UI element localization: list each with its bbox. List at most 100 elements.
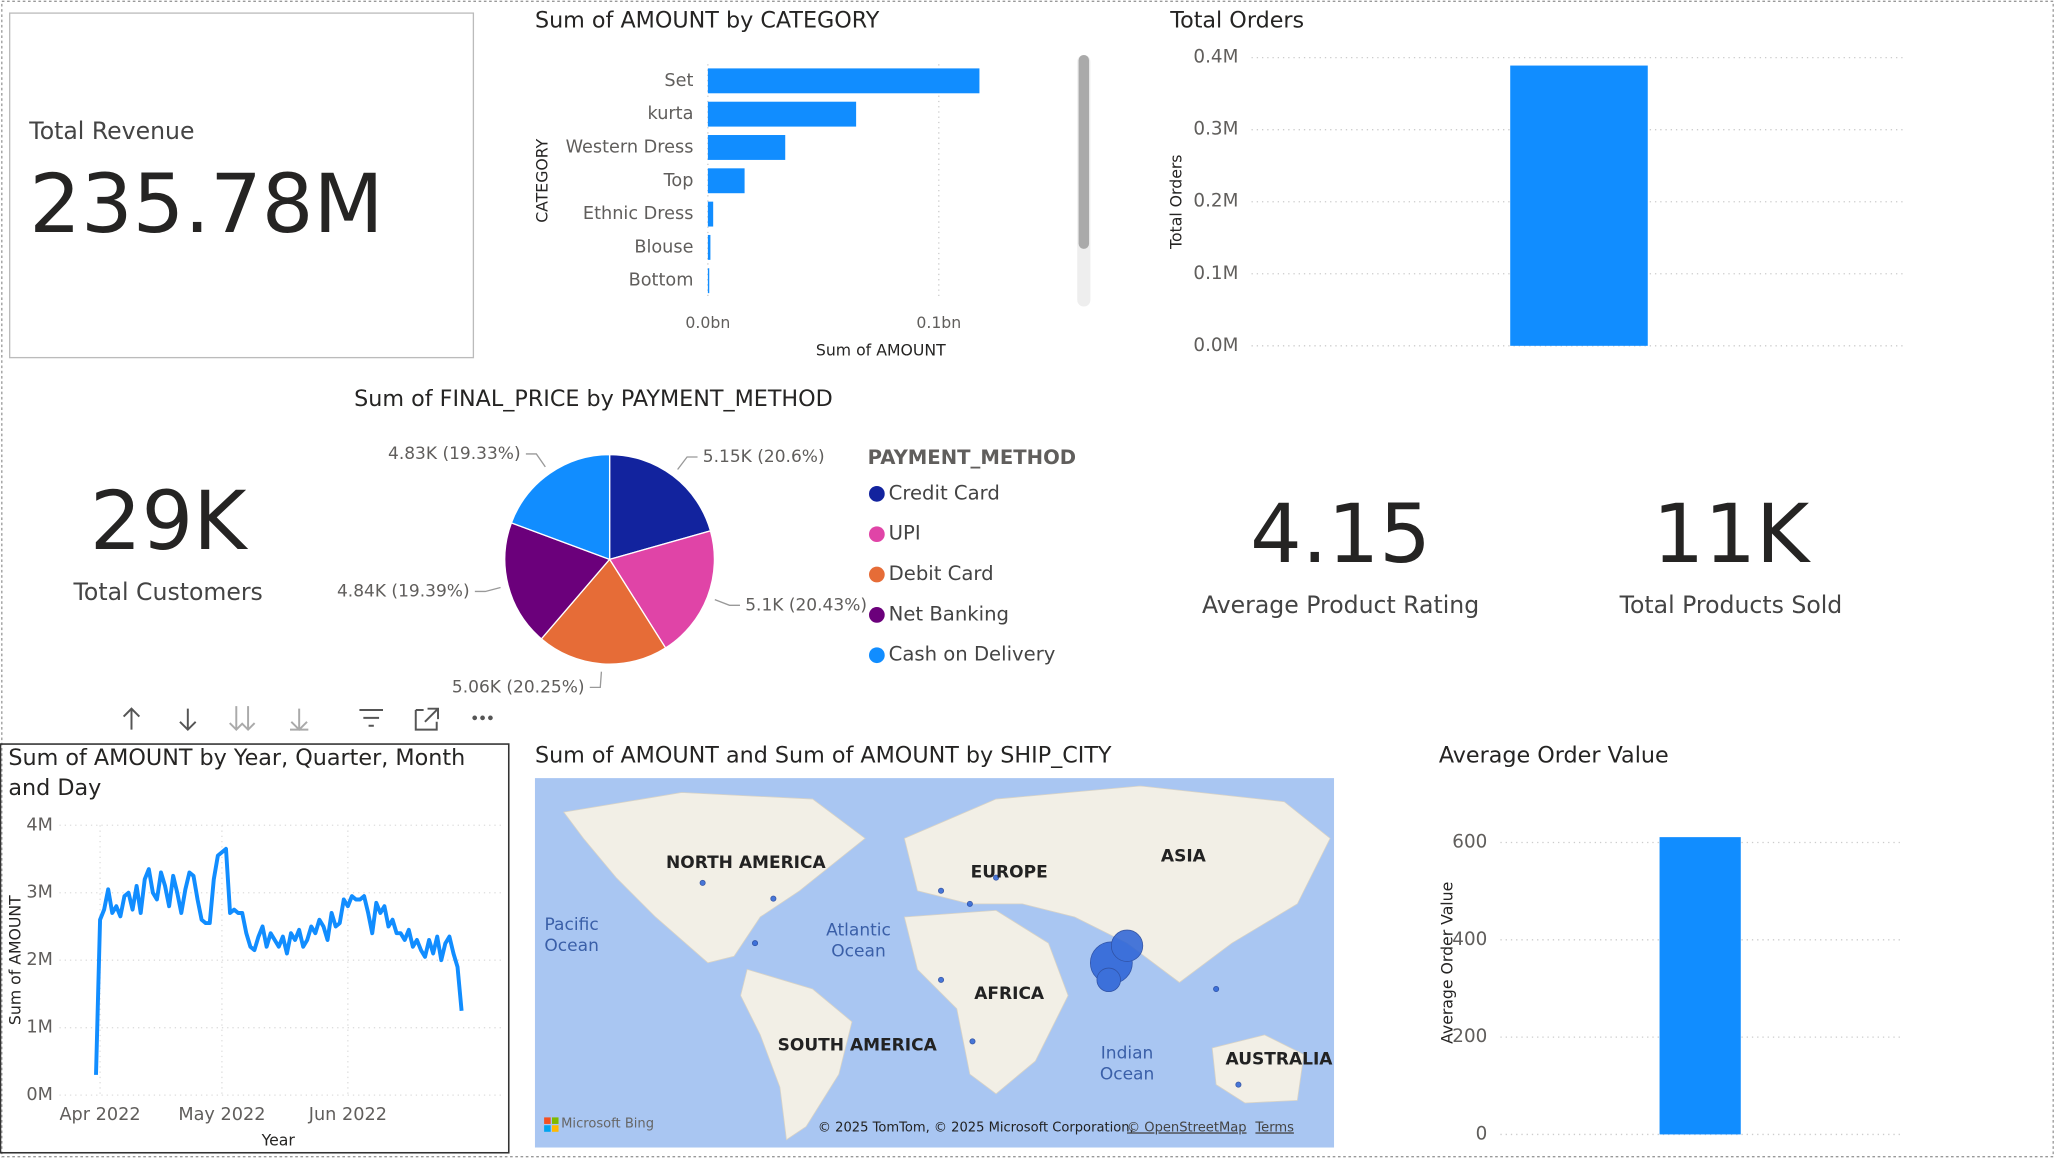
y-tick-label: 3M [26,883,53,903]
city-dot [938,887,945,894]
y-tick-label: 0.2M [1193,191,1238,212]
chart-title: Average Order Value [1439,742,1669,768]
card-label: Average Product Rating [1202,591,1479,619]
leader-line [525,453,546,468]
card-label: Total Customers [73,578,263,606]
selection-frame [0,743,510,1154]
drill-up-icon[interactable] [122,707,141,730]
y-axis-title: CATEGORY [532,138,551,222]
x-axis-title: Sum of AMOUNT [816,341,946,360]
land-north-america [563,792,866,964]
y-tick-label: 0.1M [1193,263,1238,284]
bar [707,68,980,94]
chart-title-box: Sum of AMOUNT by Year, Quarter, Month an… [8,745,466,802]
map-osm-link[interactable]: © OpenStreetMap [1127,1120,1247,1135]
map [534,778,1335,1148]
leader-line [714,599,740,606]
y-tick-label: 0M [26,1085,53,1105]
x-tick-label: Apr 2022 [59,1105,140,1125]
map-brand: Microsoft Bing [561,1116,654,1131]
card-value: 11K [1653,488,1811,582]
y-axis-title: Average Order Value [1437,882,1456,1044]
data-label: 5.1K (20.43%) [745,595,867,615]
leader-line [474,586,501,593]
x-tick-label: 0.1bn [916,313,961,332]
pie-slice [540,558,667,665]
x-tick-label: May 2022 [178,1105,265,1125]
legend-marker [868,607,885,623]
map-attribution: © 2025 TomTom, © 2025 Microsoft Corporat… [818,1120,1134,1135]
y-tick-label: 0.4M [1193,47,1238,68]
expand-icon[interactable] [229,706,256,732]
land-africa [903,910,1069,1095]
drill-down-icon[interactable] [179,708,197,732]
bar [707,168,745,194]
data-label: 5.06K (20.25%) [452,677,585,697]
city-dot [752,940,759,947]
scrollbar-thumb[interactable] [1078,55,1090,249]
y-tick-label: Top [663,171,694,191]
bar [707,201,714,227]
legend-label: Debit Card [889,562,994,585]
y-tick-label: 1M [26,1018,53,1038]
map-title: Sum of AMOUNT and Sum of AMOUNT by SHIP_… [535,742,1112,768]
y-tick-label: kurta [648,104,694,124]
y-tick-label: Bottom [629,271,694,291]
land-australia [1211,1034,1305,1104]
y-tick-label: 0.0M [1193,335,1238,356]
focus-icon[interactable] [414,707,440,731]
y-tick-label: Ethnic Dress [583,204,694,224]
card-value: 29K [90,475,248,569]
map-label: NORTH AMERICA [666,853,826,873]
legend-marker [868,647,885,664]
land-south-america [740,968,853,1141]
x-tick-label: 0.0bn [685,313,730,332]
line [94,846,464,1075]
bar [707,234,711,260]
data-label: 4.84K (19.39%) [337,581,470,601]
pie-slice [504,521,611,640]
leader-line [677,456,698,470]
city-dot [699,879,706,886]
y-tick-label: 600 [1452,831,1487,852]
bar [707,135,786,160]
y-axis-title: Sum of AMOUNT [6,895,25,1025]
visual-toolbar [122,706,493,732]
map-terms-link[interactable]: Terms [1254,1120,1294,1135]
ocean-label: Atlantic Ocean [826,920,891,962]
legend-label: Cash on Delivery [889,643,1056,666]
pie-slice [510,453,611,561]
map-label: AFRICA [974,984,1045,1004]
y-tick-label: 200 [1452,1026,1487,1047]
pie-slice [608,453,712,561]
chart-title: Total Orders [1169,7,1304,33]
y-tick-label: Blouse [634,237,693,257]
card-value: 235.78M [29,158,383,252]
filter-icon[interactable] [359,709,384,727]
ocean-label: Indian Ocean [1099,1044,1155,1085]
expand-all-icon[interactable] [289,708,309,732]
legend-title: PAYMENT_METHOD [868,446,1076,469]
city-dot [1213,986,1220,993]
city-cluster [1110,929,1144,962]
legend-label: UPI [889,522,921,545]
legend-marker [868,566,885,583]
map-label: EUROPE [971,862,1048,882]
city-dot [993,874,1000,881]
map-label: SOUTH AMERICA [778,1035,938,1055]
legend-label: Credit Card [889,481,1000,504]
chart-title: Sum of AMOUNT by CATEGORY [535,7,880,33]
legend-marker [868,485,885,502]
more-icon[interactable] [472,715,493,721]
bar [1659,837,1741,1135]
chart-title: Sum of AMOUNT by Year, Quarter, Month an… [8,745,466,802]
bar [707,268,710,294]
x-tick-label: Jun 2022 [308,1105,387,1125]
card-label: Total Products Sold [1619,591,1843,619]
data-label: 5.15K (20.6%) [703,447,825,467]
bing-logo [544,1117,559,1132]
city-dot [969,1038,976,1045]
ocean-label-box: Atlantic Ocean [826,920,891,962]
y-tick-label: Western Dress [566,137,694,157]
y-tick-label: 400 [1452,929,1487,950]
